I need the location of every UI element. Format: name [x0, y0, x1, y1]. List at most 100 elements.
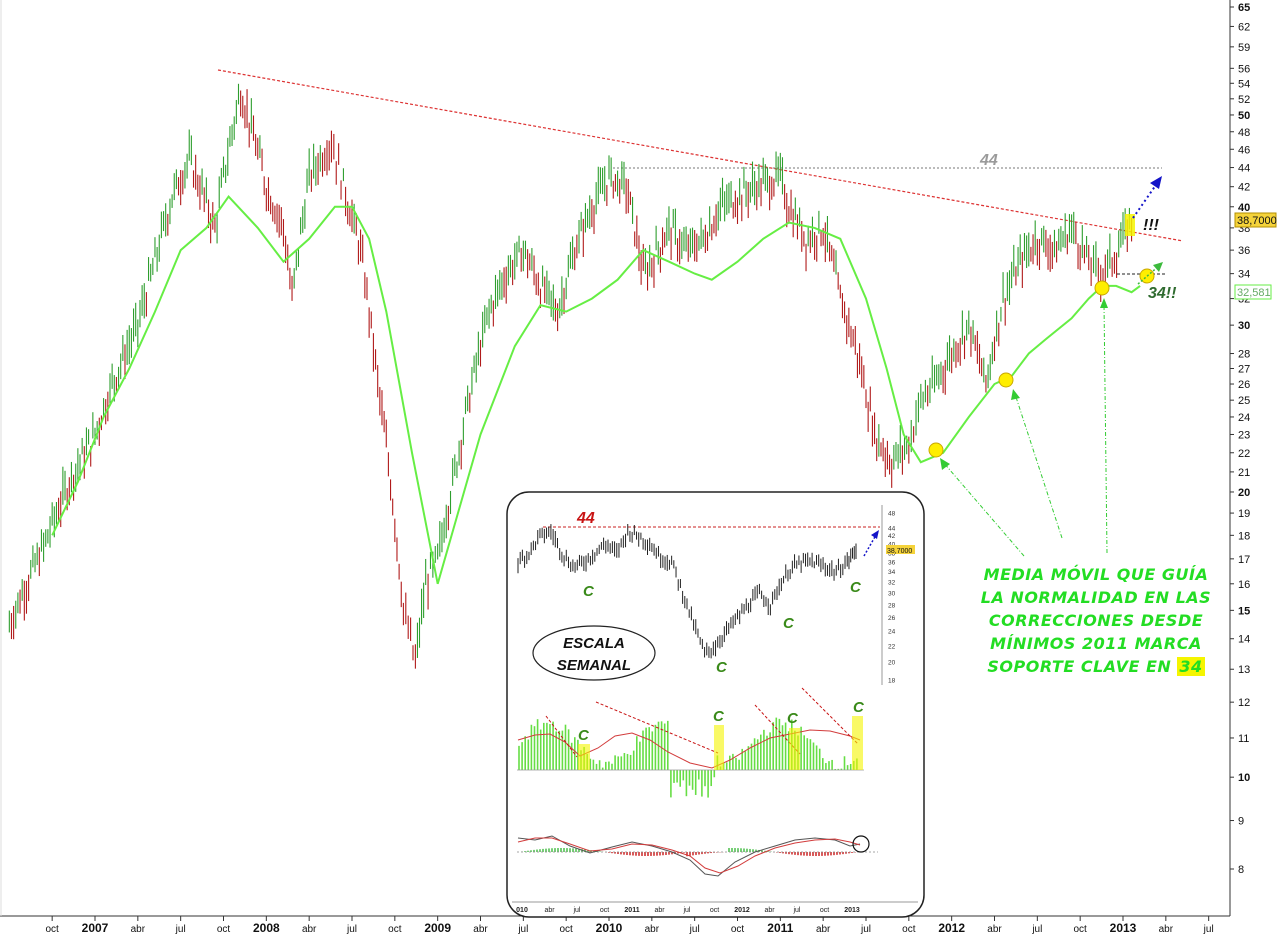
- inset-macd-circle: [852, 835, 870, 853]
- main-annotation-note: MEDIA MÓVIL QUE GUÍA LA NORMALIDAD EN LA…: [965, 563, 1227, 678]
- inset-x-tick-label: 2013: [844, 907, 860, 914]
- inset-x-tick-label: 2012: [734, 907, 750, 914]
- y-tick-label: 52: [1238, 94, 1250, 106]
- inset-arrow: [863, 534, 877, 557]
- note-highlight-34: 34: [1177, 657, 1205, 676]
- inset-x-tick-label: 010: [516, 907, 528, 914]
- inset-y-tick-label: 24: [888, 629, 896, 636]
- x-tick-label: jul: [1031, 924, 1042, 935]
- y-tick-label: 11: [1238, 733, 1249, 745]
- y-tick-label: 50: [1238, 110, 1250, 122]
- y-tick-label: 25: [1238, 395, 1250, 407]
- y-tick-label: 17: [1238, 554, 1250, 566]
- inset-y-tick-label: 18: [888, 678, 896, 685]
- ma-tag: 32,581: [1237, 287, 1271, 299]
- y-tick-label: 65: [1238, 2, 1250, 14]
- inset-y-tick-label: 30: [888, 591, 896, 598]
- price-tag-box: [1234, 212, 1277, 228]
- inset-x-tick-label: oct: [820, 907, 829, 914]
- escala-line-1: ESCALA: [563, 635, 625, 652]
- y-tick-label: 18: [1238, 530, 1250, 542]
- inset-y-tick-label: 32: [888, 580, 896, 587]
- inset-histo-trend-4: [801, 687, 859, 745]
- y-tick-label: 27: [1238, 363, 1250, 375]
- inset-x-tick-label: abr: [764, 907, 775, 914]
- inset-histo-trend-1: [545, 715, 578, 758]
- y-tick-label: 23: [1238, 429, 1250, 441]
- c-mark-6: C: [713, 708, 725, 725]
- support-dot-3: [1094, 280, 1110, 296]
- inset-x-tick-label: oct: [600, 907, 609, 914]
- x-tick-label: 2011: [767, 921, 793, 935]
- pointer-arrowhead-1: [940, 458, 950, 470]
- inset-y-tick-label: 42: [888, 533, 896, 540]
- inset-histo-hl-4: [852, 716, 863, 770]
- y-tick-label: 12: [1238, 697, 1250, 709]
- y-tick-label: 8: [1238, 864, 1244, 876]
- inset-x-tick-label: 2011: [624, 907, 639, 914]
- x-tick-label: 2007: [82, 921, 109, 935]
- x-tick-label: 2009: [424, 921, 451, 935]
- inset-x-tick-label: jul: [682, 907, 690, 914]
- x-tick-label: abr: [473, 924, 488, 935]
- resistance-trendline: [217, 69, 1184, 242]
- c-mark-1: C: [583, 583, 595, 600]
- inset-y-tick-label: 26: [888, 615, 896, 622]
- c-mark-4: C: [850, 579, 862, 596]
- y-tick-label: 44: [1238, 163, 1250, 175]
- support-dot-2: [998, 372, 1014, 388]
- c-mark-3: C: [783, 615, 795, 632]
- inset-y-tick-label: 36: [888, 559, 896, 566]
- y-tick-label: 10: [1238, 772, 1250, 784]
- x-tick-label: abr: [987, 924, 1002, 935]
- x-tick-label: oct: [217, 924, 231, 935]
- inset-y-tick-label: 44: [888, 525, 896, 532]
- c-mark-8: C: [853, 699, 865, 716]
- x-tick-label: oct: [559, 924, 573, 935]
- pointer-arrowhead-2: [1011, 389, 1020, 400]
- x-tick-label: abr: [302, 924, 317, 935]
- y-tick-label: 28: [1238, 349, 1250, 361]
- pointer-arrowhead-3: [1100, 298, 1108, 308]
- inset-x-ticks: 010 abr jul oct 2011 abr jul oct 2012 abr jul oct 20…: [516, 907, 860, 914]
- x-tick-label: jul: [346, 924, 357, 935]
- x-tick-label: abr: [131, 924, 146, 935]
- y-tick-label: 59: [1238, 42, 1250, 54]
- x-tick-label: jul: [689, 924, 700, 935]
- pointer-arrow-1: [942, 461, 1025, 557]
- inset-x-tick-label: oct: [710, 907, 719, 914]
- price-series-layer: [8, 83, 1141, 669]
- note-line-4: MÍNIMOS 2011 MARCA: [990, 634, 1202, 653]
- x-tick-label: abr: [645, 924, 660, 935]
- x-tick-label: oct: [1073, 924, 1087, 935]
- inset-histo-hl-1: [578, 744, 590, 770]
- note-line-1: MEDIA MÓVIL QUE GUÍA: [983, 565, 1209, 584]
- inset-frame: [506, 491, 925, 918]
- inset-price-tag-box: [886, 545, 915, 554]
- inset-price-series: [517, 523, 857, 659]
- inset-panel: 44 484442403836343230282624222018 38,700…: [506, 491, 925, 918]
- exclaim-label: !!!: [1143, 217, 1160, 234]
- x-tick-label: jul: [1203, 924, 1214, 935]
- x-tick-label: oct: [45, 924, 59, 935]
- note-line-2: LA NORMALIDAD EN LAS: [980, 588, 1212, 607]
- y-tick-label: 9: [1238, 816, 1244, 828]
- price-tag: 38,7000: [1237, 215, 1277, 227]
- note-line-5: SOPORTE CLAVE EN 34: [965, 655, 1227, 678]
- y-tick-label: 15: [1238, 605, 1250, 617]
- y-tick-label: 30: [1238, 320, 1250, 332]
- y-axis-ticks: 6562595654525048464442403836343230282726…: [1230, 2, 1250, 876]
- y-tick-label: 46: [1238, 144, 1250, 156]
- breakout-arrowhead: [1150, 176, 1162, 189]
- inset-x-tick-label: abr: [654, 907, 665, 914]
- x-tick-label: abr: [816, 924, 831, 935]
- pointer-arrow-3: [1103, 303, 1108, 554]
- y-tick-label: 48: [1238, 127, 1250, 139]
- inset-y-tick-label: 34: [888, 569, 896, 576]
- y-tick-label: 19: [1238, 508, 1250, 520]
- ma-tag-box: [1234, 284, 1272, 300]
- y-tick-label: 56: [1238, 63, 1250, 75]
- y-tick-label: 62: [1238, 21, 1250, 33]
- inset-price-tag: 38,7000: [887, 548, 912, 555]
- y-tick-label: 16: [1238, 579, 1250, 591]
